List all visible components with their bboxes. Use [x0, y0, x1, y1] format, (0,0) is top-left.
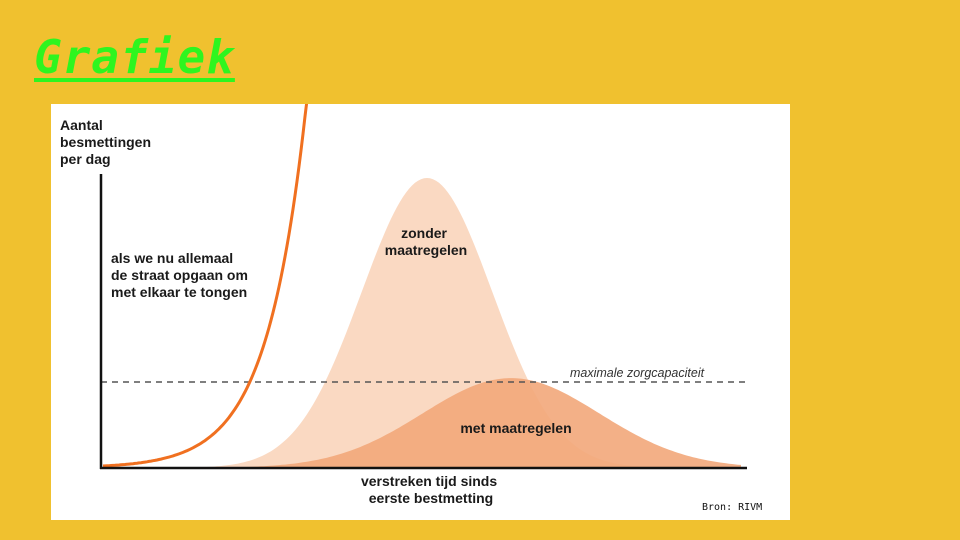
street-label-line: de straat opgaan om	[111, 267, 248, 283]
x-axis-label-line: eerste bestmetting	[369, 490, 493, 506]
area-met-maatregelen	[201, 378, 741, 468]
label-zonder-maatregelen: zonder maatregelen	[385, 225, 467, 258]
zonder-label-line: maatregelen	[385, 242, 467, 258]
curve-street	[102, 104, 309, 468]
street-label-line: als we nu allemaal	[111, 250, 233, 266]
slide-title: Grafiek	[34, 30, 235, 84]
x-axis-label-line: verstreken tijd sinds	[361, 473, 497, 489]
label-street: als we nu allemaal de straat opgaan om m…	[111, 250, 252, 300]
y-axis-label-line: Aantal	[60, 117, 103, 133]
x-axis-label: verstreken tijd sinds eerste bestmetting	[361, 473, 501, 506]
chart-svg: Aantal besmettingen per dag als we nu al…	[60, 104, 762, 513]
capacity-label: maximale zorgcapaciteit	[570, 366, 705, 380]
y-axis-label-line: per dag	[60, 151, 111, 167]
y-axis-label: Aantal besmettingen per dag	[60, 117, 155, 167]
source-label: Bron: RIVM	[702, 502, 762, 513]
street-label-line: met elkaar te tongen	[111, 284, 247, 300]
chart-panel: Aantal besmettingen per dag als we nu al…	[51, 104, 790, 520]
zonder-label-line: zonder	[401, 225, 447, 241]
label-met-maatregelen: met maatregelen	[460, 420, 571, 436]
y-axis-label-line: besmettingen	[60, 134, 151, 150]
area-zonder-maatregelen	[181, 178, 701, 468]
